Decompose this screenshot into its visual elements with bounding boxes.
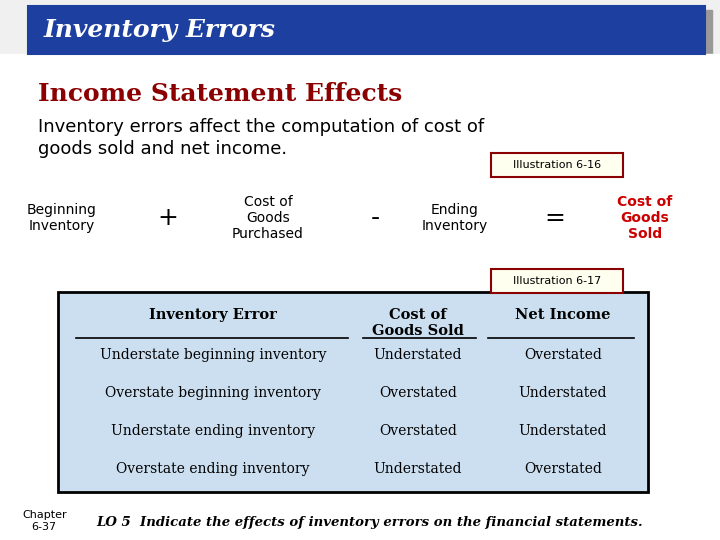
Text: Understated: Understated [374,348,462,362]
Text: =: = [544,206,565,230]
Text: Overstated: Overstated [524,462,602,476]
FancyBboxPatch shape [491,153,623,177]
Text: Cost of
Goods
Purchased: Cost of Goods Purchased [232,195,304,241]
Text: Inventory Errors: Inventory Errors [44,18,276,42]
FancyBboxPatch shape [491,269,623,293]
Text: Ending
Inventory: Ending Inventory [422,203,488,233]
Text: Net Income: Net Income [516,308,611,322]
Text: Inventory Error: Inventory Error [149,308,277,322]
Text: Cost of
Goods
Sold: Cost of Goods Sold [617,195,672,241]
Text: Overstated: Overstated [524,348,602,362]
Text: -: - [370,206,379,230]
Text: Chapter
6-37: Chapter 6-37 [22,510,67,531]
Text: Understated: Understated [518,386,607,400]
Text: +: + [158,206,179,230]
Text: Understate ending inventory: Understate ending inventory [111,424,315,438]
Text: Illustration 6-16: Illustration 6-16 [513,160,601,170]
Text: Overstated: Overstated [379,386,457,400]
Text: Inventory errors affect the computation of cost of: Inventory errors affect the computation … [38,118,484,136]
Text: Overstated: Overstated [379,424,457,438]
Text: Understate beginning inventory: Understate beginning inventory [100,348,326,362]
Text: Overstate beginning inventory: Overstate beginning inventory [105,386,321,400]
Text: LO 5  Indicate the effects of inventory errors on the financial statements.: LO 5 Indicate the effects of inventory e… [96,516,643,529]
Text: Income Statement Effects: Income Statement Effects [38,82,402,106]
Text: Understated: Understated [518,424,607,438]
Text: Beginning
Inventory: Beginning Inventory [27,203,97,233]
Bar [28,6,705,54]
Text: Cost of
Goods Sold: Cost of Goods Sold [372,308,464,338]
Text: goods sold and net income.: goods sold and net income. [38,140,287,158]
Text: Overstate ending inventory: Overstate ending inventory [116,462,310,476]
Bar [35,10,712,58]
Bar [58,292,648,492]
Text: Understated: Understated [374,462,462,476]
Text: Illustration 6-17: Illustration 6-17 [513,276,601,286]
